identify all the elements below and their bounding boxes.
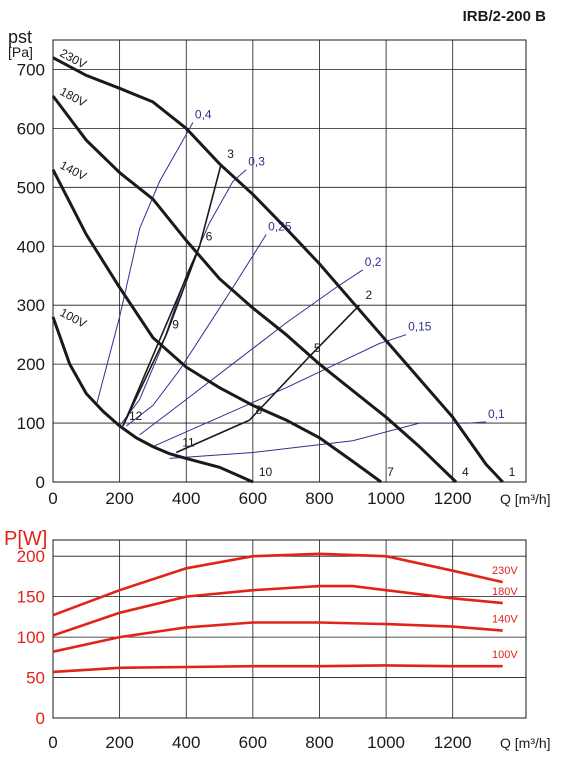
system-curve xyxy=(95,122,194,406)
y-tick-label: 700 xyxy=(17,60,45,79)
y-tick-label: 100 xyxy=(17,414,45,433)
operating-line xyxy=(175,419,250,454)
power-plot-frame xyxy=(52,539,527,719)
power-curve-label: 230V xyxy=(492,565,518,577)
y-tick-label: 400 xyxy=(17,237,45,256)
power-x-axis-label: Q [m³/h] xyxy=(500,735,551,751)
system-curve-label: 0,2 xyxy=(365,255,382,269)
power-y-tick-label: 0 xyxy=(36,709,45,728)
power-curve xyxy=(52,621,503,653)
pressure-axis-label: pst [Pa] xyxy=(8,27,33,60)
power-x-tick-label: 1200 xyxy=(434,733,472,752)
power-axis-label: P[W] xyxy=(4,528,48,550)
operating-line xyxy=(122,245,201,427)
power-curve-label: 140V xyxy=(492,614,518,626)
operating-point-label: 12 xyxy=(129,409,143,423)
system-curve xyxy=(125,234,267,427)
system-curve xyxy=(139,269,364,436)
power-x-tick-label: 600 xyxy=(239,733,267,752)
power-x-tick-label: 200 xyxy=(105,733,133,752)
operating-line xyxy=(198,163,222,247)
x-tick-label: 400 xyxy=(172,489,200,508)
power-y-tick-label: 100 xyxy=(17,628,45,647)
power-curve-label: 180V xyxy=(492,586,518,598)
operating-point-label: 11 xyxy=(182,436,195,450)
operating-point-label: 3 xyxy=(227,147,234,161)
operating-point-label: 8 xyxy=(256,403,263,417)
operating-point-label: 7 xyxy=(387,465,394,479)
x-tick-label: 600 xyxy=(239,489,267,508)
y-tick-label: 0 xyxy=(36,473,45,492)
y-tick-label: 200 xyxy=(17,355,45,374)
pressure-chart: 0 200 400 600 800 1000 1200 0 100 200 300 400 500 600… xyxy=(17,39,551,508)
system-curve-label: 0,15 xyxy=(408,320,432,334)
power-curve xyxy=(52,664,503,674)
power-curve xyxy=(52,552,503,617)
operating-point-label: 10 xyxy=(259,465,273,479)
x-tick-label: 0 xyxy=(48,489,57,508)
x-tick-label: 200 xyxy=(105,489,133,508)
fan-curve xyxy=(52,56,504,484)
system-curve xyxy=(152,334,407,448)
operating-point-label: 9 xyxy=(172,318,179,332)
power-y-tick-label: 200 xyxy=(17,547,45,566)
fan-curve xyxy=(51,95,458,484)
x-axis-label: Q [m³/h] xyxy=(500,491,551,507)
operating-line xyxy=(307,304,361,359)
system-curve-label: 0,3 xyxy=(248,155,265,169)
system-curve xyxy=(169,421,487,459)
x-tick-label: 1000 xyxy=(367,489,405,508)
power-x-tick-label: 400 xyxy=(172,733,200,752)
power-x-tick-label: 1000 xyxy=(367,733,405,752)
power-y-tick-label: 150 xyxy=(17,588,45,607)
operating-point-label: 2 xyxy=(365,288,372,302)
pressure-unit: [Pa] xyxy=(8,44,33,60)
fan-curve xyxy=(51,316,254,484)
system-curve-label: 0,4 xyxy=(195,108,212,122)
y-tick-label: 300 xyxy=(17,296,45,315)
operating-point-label: 1 xyxy=(509,465,516,479)
operating-point-label: 4 xyxy=(462,465,469,479)
power-y-tick-label: 50 xyxy=(26,669,45,688)
power-curve-label: 100V xyxy=(492,649,518,661)
x-tick-label: 800 xyxy=(305,489,333,508)
operating-point-label: 6 xyxy=(206,229,213,243)
system-curve-label: 0,1 xyxy=(488,407,505,421)
y-tick-label: 500 xyxy=(17,178,45,197)
fan-curve xyxy=(51,169,382,484)
power-x-tick-label: 0 xyxy=(48,733,57,752)
chart-title: IRB/2-200 B xyxy=(462,8,546,25)
y-tick-label: 600 xyxy=(17,119,45,138)
power-x-tick-label: 800 xyxy=(305,733,333,752)
operating-point-label: 5 xyxy=(314,341,321,355)
x-tick-label: 1200 xyxy=(434,489,472,508)
pressure-symbol: pst xyxy=(8,27,33,47)
power-curve xyxy=(52,584,503,637)
